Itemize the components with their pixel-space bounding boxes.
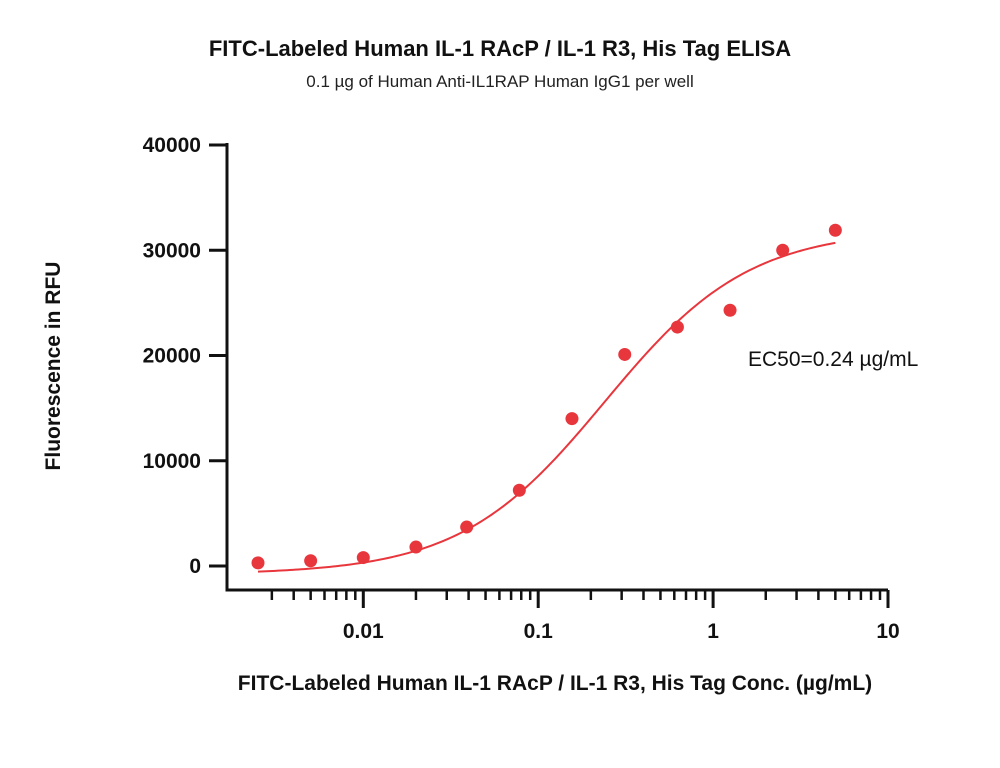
y-tick-label: 10000 xyxy=(143,450,201,473)
data-point xyxy=(723,303,737,317)
fit-curve-group xyxy=(257,241,836,573)
y-tick-label: 20000 xyxy=(143,345,201,368)
axes: 0 10000 20000 30000 40000 0.01 0.1 1 10 xyxy=(143,134,900,643)
data-point xyxy=(670,320,684,334)
y-tick-label: 30000 xyxy=(143,239,201,262)
chart-subtitle: 0.1 µg of Human Anti-IL1RAP Human IgG1 p… xyxy=(306,72,694,91)
chart-title: FITC-Labeled Human IL-1 RAcP / IL-1 R3, … xyxy=(208,36,792,61)
data-point xyxy=(512,483,526,497)
data-point xyxy=(618,347,632,361)
data-points xyxy=(251,223,842,570)
x-tick-label: 0.1 xyxy=(524,620,554,643)
x-tick-label: 1 xyxy=(707,620,719,643)
y-tick-label: 0 xyxy=(189,555,201,578)
x-tick-label: 10 xyxy=(876,620,899,643)
data-point xyxy=(460,520,474,534)
data-point xyxy=(776,243,790,257)
data-point xyxy=(828,223,842,237)
data-point xyxy=(251,556,265,570)
x-tick-label: 0.01 xyxy=(343,620,384,643)
data-point xyxy=(409,540,423,554)
y-tick-label: 40000 xyxy=(143,134,201,157)
ec50-annotation: EC50=0.24 µg/mL xyxy=(748,348,918,371)
fit-curve xyxy=(257,241,836,573)
data-point xyxy=(356,551,370,565)
y-axis-label: Fluorescence in RFU xyxy=(42,262,65,471)
data-point xyxy=(565,412,579,426)
x-axis-label: FITC-Labeled Human IL-1 RAcP / IL-1 R3, … xyxy=(238,672,872,695)
data-point xyxy=(304,554,318,568)
